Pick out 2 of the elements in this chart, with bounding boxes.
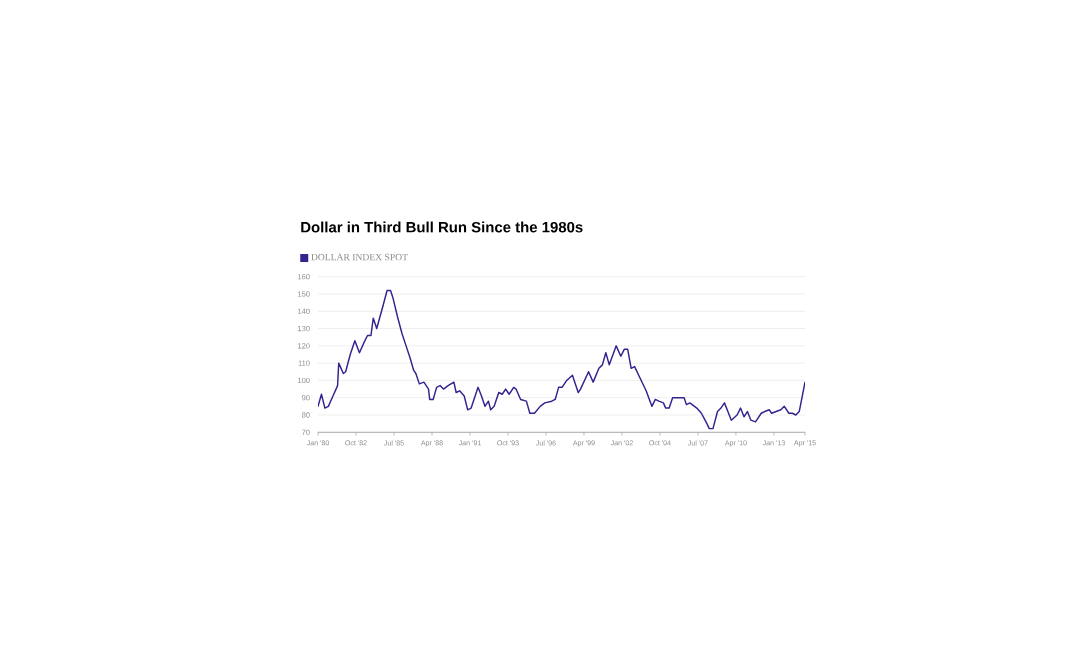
chart-title: Dollar in Third Bull Run Since the 1980s	[301, 221, 583, 233]
legend-label: DOLLAR INDEX SPOT	[311, 253, 408, 261]
